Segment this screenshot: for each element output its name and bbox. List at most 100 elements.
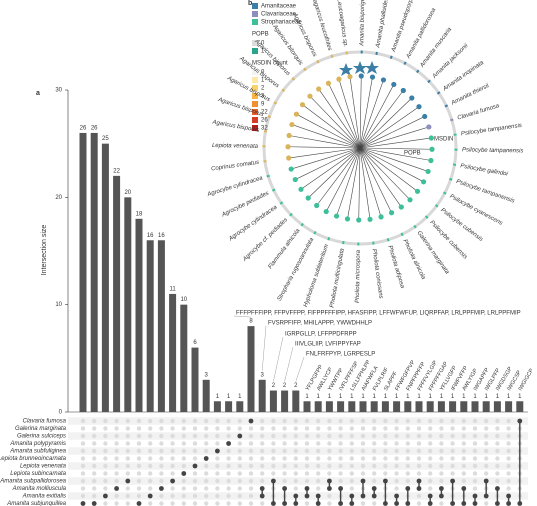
ring-segment <box>303 67 307 72</box>
matrix-dot <box>170 426 175 431</box>
tree-leaf <box>292 176 298 183</box>
matrix-dot <box>428 441 433 446</box>
matrix-dot <box>114 493 119 499</box>
matrix-dot <box>159 448 164 454</box>
tree-branch <box>288 154 313 159</box>
value-label: 1 <box>440 394 444 400</box>
tree-leaf <box>409 95 415 101</box>
matrix-dot <box>405 448 410 454</box>
tree-leaf <box>416 104 422 110</box>
tree-branch <box>321 118 361 149</box>
matrix-dot <box>506 471 511 476</box>
matrix-dot <box>405 418 410 424</box>
tree-leaf <box>428 157 434 164</box>
matrix-dot <box>282 478 287 484</box>
value-label: 2 <box>294 383 298 389</box>
matrix-dot <box>80 463 86 469</box>
matrix-dot <box>92 418 97 424</box>
matrix-dot <box>338 433 343 439</box>
tree-branch <box>400 126 429 137</box>
matrix-dot <box>372 501 377 506</box>
ring-segment <box>424 215 429 219</box>
matrix-dot <box>103 501 108 506</box>
matrix-dot <box>484 418 489 424</box>
value-label: 25 <box>102 136 109 142</box>
bar <box>516 401 524 412</box>
tree-branch <box>359 94 362 149</box>
legend-label: 22 <box>261 110 268 116</box>
tree-branch <box>330 142 361 149</box>
matrix-dot <box>103 486 108 491</box>
matrix-dot <box>316 441 321 446</box>
matrix-dot-filled <box>259 493 265 499</box>
value-label: 16 <box>147 233 154 239</box>
matrix-dot <box>260 418 265 424</box>
matrix-dot <box>170 433 175 439</box>
matrix-dot <box>282 426 287 431</box>
matrix-dot <box>237 441 242 446</box>
ring-segment <box>263 130 268 133</box>
legend-title: POPB <box>252 32 269 38</box>
tree-branch <box>389 152 431 161</box>
tree-leaf <box>286 132 292 139</box>
tree-branch <box>359 147 377 181</box>
tree-branch <box>347 107 361 149</box>
matrix-dot <box>327 441 332 446</box>
matrix-dot <box>248 463 254 469</box>
legend-label: Clavariaceae <box>261 12 297 18</box>
row-label: Amanita exitialis <box>22 494 66 500</box>
matrix-dot <box>170 441 175 446</box>
matrix-dot <box>439 448 444 454</box>
matrix-dot-filled <box>483 478 489 484</box>
matrix-dot <box>472 441 478 446</box>
matrix-dot <box>192 418 198 424</box>
tree-leaf-label: Psilocybe tampanensis <box>461 123 523 137</box>
matrix-dot <box>349 471 354 476</box>
y-tick-label: 30 <box>55 88 62 94</box>
tree-branch <box>396 167 424 183</box>
matrix-dot <box>260 448 265 454</box>
tree-leaf <box>400 87 406 94</box>
bar <box>449 401 457 412</box>
bar <box>113 175 121 412</box>
row-label: Amanita molliuscula <box>12 486 67 492</box>
matrix-dot <box>226 418 231 424</box>
matrix-dot-filled <box>360 478 366 484</box>
matrix-dot-filled <box>506 501 511 506</box>
matrix-dot <box>192 448 198 454</box>
matrix-dot <box>450 471 455 476</box>
matrix-dot <box>92 493 97 499</box>
matrix-dot <box>439 433 444 439</box>
matrix-dot <box>204 426 209 431</box>
matrix-dot <box>215 486 220 491</box>
matrix-dot <box>338 456 343 461</box>
legend-label: Strophariaceae <box>261 20 302 26</box>
row-label: Clavaria fumosa <box>23 419 67 425</box>
matrix-dot <box>506 426 511 431</box>
matrix-dot <box>416 456 422 461</box>
annotation-leader <box>284 346 294 382</box>
bar <box>415 401 423 412</box>
matrix-dot <box>181 478 186 484</box>
matrix-dot-filled <box>394 501 399 506</box>
matrix-dot <box>92 486 97 491</box>
value-label: 1 <box>305 394 309 400</box>
matrix-dot <box>114 426 119 431</box>
tree-leaf <box>293 111 300 117</box>
matrix-dot <box>304 441 310 446</box>
matrix-dot-filled <box>349 493 355 499</box>
matrix-dot <box>506 486 511 491</box>
matrix-dot <box>405 426 410 431</box>
tree-leaf <box>299 102 306 108</box>
matrix-dot <box>136 418 142 424</box>
matrix-dot <box>181 433 186 439</box>
bar <box>292 390 300 412</box>
matrix-dot <box>215 478 220 484</box>
tree-branch <box>327 147 361 165</box>
matrix-dot-filled <box>338 501 343 506</box>
matrix-dot <box>125 456 130 461</box>
matrix-dot <box>360 441 366 446</box>
matrix-dot <box>484 433 489 439</box>
matrix-dot <box>282 441 287 446</box>
matrix-dot <box>215 501 220 506</box>
